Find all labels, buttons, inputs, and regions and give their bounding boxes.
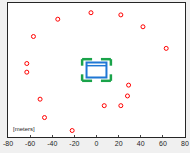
svg-text:40: 40	[137, 140, 145, 147]
svg-text:80: 80	[181, 140, 189, 147]
svg-text:60: 60	[159, 140, 167, 147]
svg-text:-20: -20	[69, 140, 79, 147]
svg-text:20: 20	[115, 140, 123, 147]
svg-text:[meters]: [meters]	[13, 126, 35, 132]
svg-text:-40: -40	[47, 140, 57, 147]
svg-text:-80: -80	[3, 140, 13, 147]
svg-text:0: 0	[95, 140, 99, 147]
svg-text:-60: -60	[25, 140, 35, 147]
